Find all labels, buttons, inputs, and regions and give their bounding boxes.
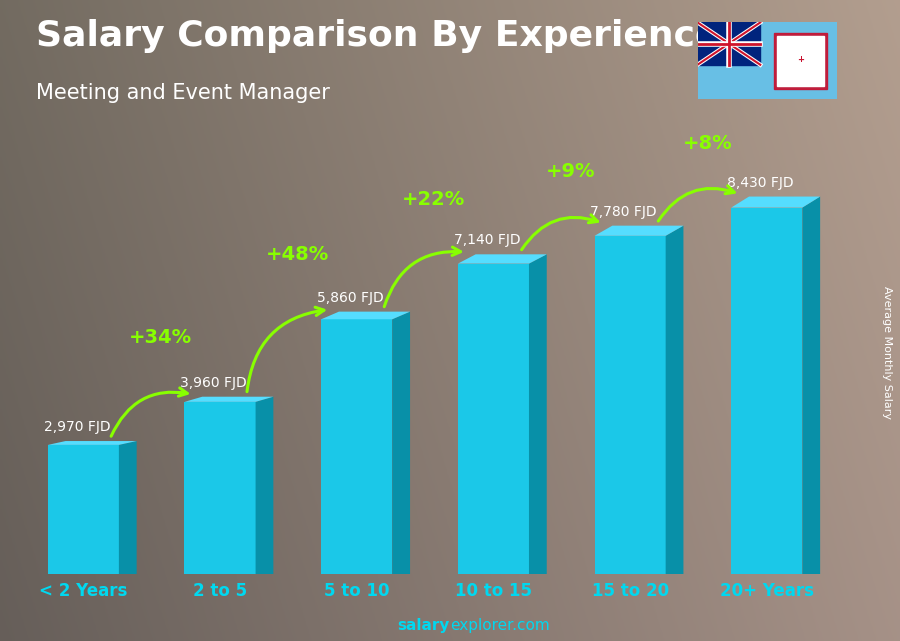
Text: 5,860 FJD: 5,860 FJD: [317, 291, 383, 304]
Text: 8,430 FJD: 8,430 FJD: [727, 176, 794, 190]
Text: explorer.com: explorer.com: [450, 619, 550, 633]
Text: Salary Comparison By Experience: Salary Comparison By Experience: [36, 19, 719, 53]
Polygon shape: [595, 236, 666, 574]
Polygon shape: [321, 319, 392, 574]
Text: 2,970 FJD: 2,970 FJD: [44, 420, 111, 434]
Text: +9%: +9%: [546, 162, 596, 181]
Text: Average Monthly Salary: Average Monthly Salary: [881, 286, 892, 419]
Polygon shape: [119, 441, 137, 574]
Polygon shape: [803, 197, 820, 574]
Polygon shape: [256, 397, 274, 574]
Polygon shape: [392, 312, 410, 574]
Text: 7,140 FJD: 7,140 FJD: [454, 233, 520, 247]
Text: +48%: +48%: [266, 246, 328, 265]
Polygon shape: [666, 226, 683, 574]
Polygon shape: [48, 445, 119, 574]
Polygon shape: [458, 254, 546, 263]
Polygon shape: [732, 208, 803, 574]
Text: Meeting and Event Manager: Meeting and Event Manager: [36, 83, 330, 103]
Text: +22%: +22%: [402, 190, 465, 209]
Polygon shape: [184, 397, 274, 402]
Text: 3,960 FJD: 3,960 FJD: [180, 376, 248, 390]
Polygon shape: [48, 441, 137, 445]
Text: +8%: +8%: [682, 134, 733, 153]
Text: 7,780 FJD: 7,780 FJD: [590, 205, 657, 219]
Text: salary: salary: [398, 619, 450, 633]
Bar: [777, 37, 824, 85]
Polygon shape: [529, 254, 546, 574]
Polygon shape: [321, 312, 410, 319]
Polygon shape: [595, 226, 683, 236]
Text: +: +: [796, 55, 804, 64]
Text: +34%: +34%: [129, 328, 192, 347]
Polygon shape: [732, 197, 820, 208]
Polygon shape: [458, 263, 529, 574]
Polygon shape: [184, 402, 256, 574]
Bar: [774, 33, 826, 88]
Bar: [698, 22, 760, 65]
